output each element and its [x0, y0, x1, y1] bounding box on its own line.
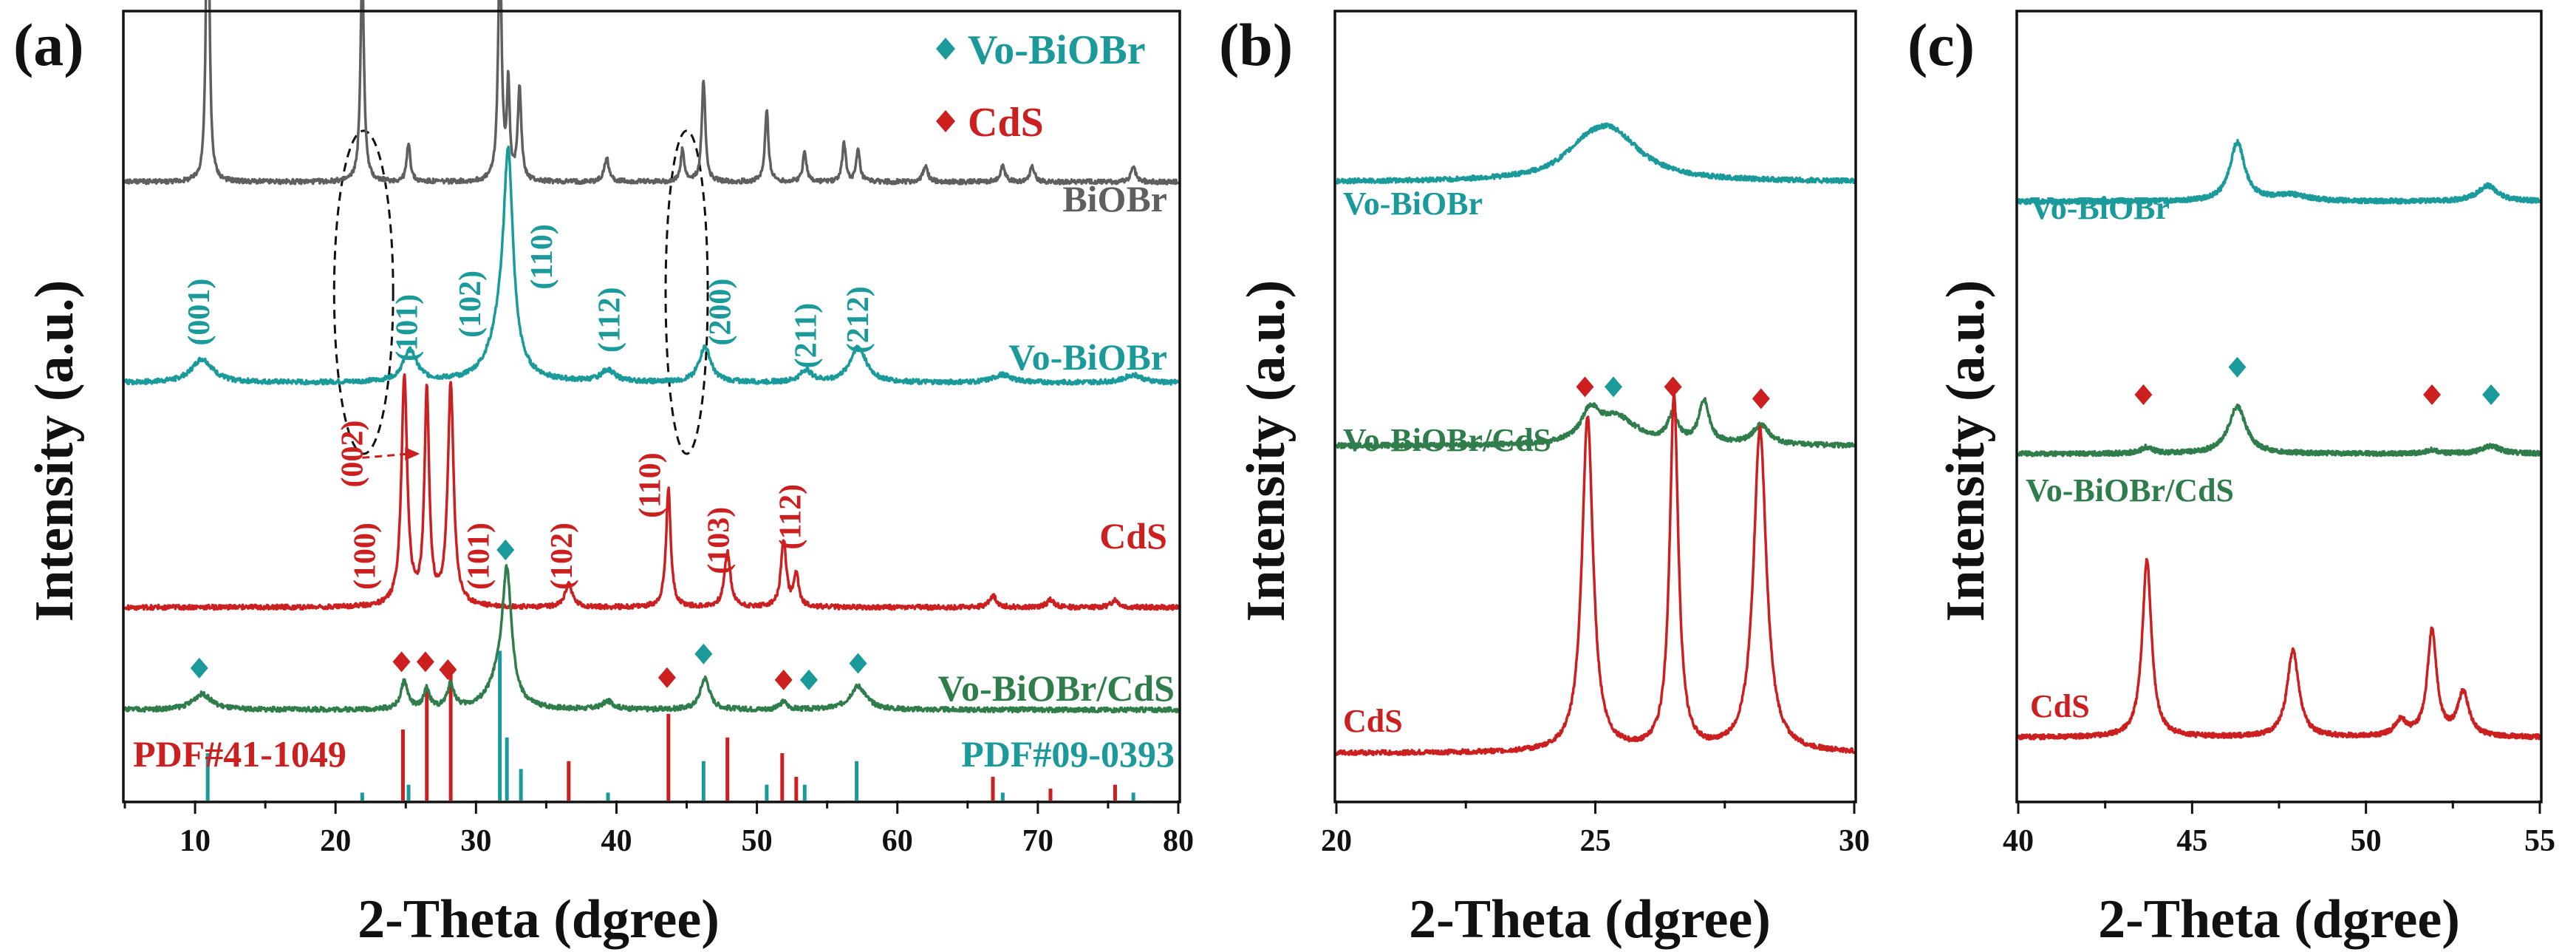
phase-marker-teal [496, 540, 515, 561]
label-pdf-41-1049: PDF#41-1049 [133, 733, 346, 775]
label-vo-biobr-cds: Vo-BiOBr/CdS [938, 667, 1175, 709]
legend-label-cds: CdS [968, 100, 1044, 146]
phase-marker-teal [849, 653, 867, 674]
hkl-label: (110) [525, 224, 559, 290]
panel-c-frame [2015, 10, 2543, 803]
hkl-label: (103) [703, 507, 737, 574]
panel-a-xlabel: 2-Theta (dgree) [358, 889, 720, 950]
phase-marker-red [657, 667, 676, 688]
phase-marker-red [1576, 376, 1594, 398]
phase-marker-teal [694, 643, 713, 664]
curve-vo-biobr-cds [124, 564, 1179, 714]
phase-marker-red [2134, 384, 2153, 406]
panel-c-xlabel: 2-Theta (dgree) [2098, 889, 2460, 950]
x-tick-label: 60 [882, 823, 913, 858]
phase-marker-teal [799, 669, 818, 690]
label-b-vo-biobr-cds: Vo-BiOBr/CdS [1343, 422, 1551, 458]
phase-marker-red [2423, 384, 2442, 406]
x-tick-label: 40 [601, 823, 632, 858]
panel-b-xlabel: 2-Theta (dgree) [1409, 889, 1771, 950]
dashed-ellipse-1 [332, 129, 394, 455]
panel-a-label: (a) [13, 11, 84, 78]
phase-marker-red [392, 651, 411, 673]
phase-marker-red [439, 659, 457, 681]
x-tick-label: 25 [1579, 823, 1610, 858]
curve-vo-biobr [123, 145, 1180, 386]
hkl-label: (001) [182, 279, 216, 346]
panel-b-ylabel: Intensity (a.u.) [1236, 280, 1296, 622]
phase-marker-red [416, 651, 434, 673]
legend-diamond-cds [936, 110, 955, 132]
hkl-label: (002) [335, 420, 369, 487]
arrow-head [405, 446, 420, 460]
curve-vo-biobr-cds [2017, 404, 2541, 458]
hkl-label: (102) [545, 523, 579, 590]
hkl-label: (112) [592, 287, 626, 353]
hkl-label: (200) [704, 279, 738, 346]
label-b-vo-biobr: Vo-BiOBr [1343, 186, 1483, 222]
panel-c-plot [2017, 139, 2541, 741]
phase-marker-teal [2482, 384, 2501, 406]
curve-vo-biobr [1335, 122, 1856, 185]
panel-c-ylabel: Intensity (a.u.) [1936, 280, 1996, 622]
curve-vo-biobr [2017, 139, 2541, 205]
label-cds: CdS [1099, 515, 1167, 557]
x-tick-label: 50 [2351, 823, 2382, 858]
x-tick-label: 30 [1839, 823, 1870, 858]
hkl-label: (211) [790, 303, 824, 369]
label-c-cds: CdS [2030, 688, 2090, 724]
panel-c-label: (c) [1907, 11, 1975, 78]
label-pdf-09-0393: PDF#09-0393 [961, 733, 1175, 775]
curve-vo-biobr-cds [1335, 397, 1856, 449]
x-tick-label: 10 [180, 823, 211, 858]
label-c-vo-biobr: Vo-BiOBr [2030, 190, 2170, 226]
x-tick-label: 80 [1163, 823, 1194, 858]
panel-b-plot [1335, 122, 1856, 757]
panel-c: (c) Intensity (a.u.) 2-Theta (dgree) 40 4… [1907, 10, 2555, 950]
hkl-label: (112) [774, 484, 808, 550]
hkl-label: (101) [391, 294, 425, 361]
panel-a-plot: (001) (101) (102) (110) (112) (200) (211) (212)… [123, 0, 1180, 800]
x-tick-label: 40 [2003, 823, 2034, 858]
panel-a: (a) Intensity (a.u.) 2-Theta (dgree) (00… [13, 0, 1194, 950]
phase-marker-red [1752, 388, 1770, 409]
dashed-ellipse-2 [664, 129, 709, 455]
panel-c-x-ticks: 40 45 50 55 [2003, 800, 2555, 858]
phase-marker-red [1664, 376, 1682, 398]
phase-marker-teal [190, 657, 208, 679]
x-tick-label: 45 [2176, 823, 2207, 858]
x-tick-label: 55 [2524, 823, 2555, 858]
panel-b: (b) Intensity (a.u.) 2-Theta (dgree) 20 2… [1219, 10, 1870, 950]
phase-marker-red [774, 669, 793, 690]
panel-a-frame [122, 10, 1181, 803]
x-tick-label: 20 [320, 823, 351, 858]
x-tick-label: 50 [742, 823, 773, 858]
label-vo-biobr: Vo-BiOBr [1008, 336, 1167, 378]
label-b-cds: CdS [1343, 703, 1403, 739]
curve-biobr [123, 0, 1180, 186]
panel-b-label: (b) [1219, 11, 1293, 78]
label-biobr: BiOBr [1062, 178, 1167, 220]
panel-a-x-ticks: 10 20 30 40 50 60 70 80 [123, 800, 1194, 858]
phase-marker-teal [2228, 356, 2247, 378]
panel-a-ylabel: Intensity (a.u.) [24, 280, 85, 622]
hkl-label: (102) [454, 271, 488, 338]
hkl-label: (100) [349, 523, 383, 590]
x-tick-label: 30 [460, 823, 491, 858]
hkl-label: (212) [841, 286, 875, 353]
curve-cds [1335, 390, 1856, 757]
legend-diamond-vo-biobr [936, 38, 955, 60]
curve-cds [123, 373, 1180, 611]
label-c-vo-biobr-cds: Vo-BiOBr/CdS [2026, 472, 2234, 509]
curve-cds [2017, 557, 2541, 741]
hkl-label: (110) [634, 452, 668, 518]
phase-marker-teal [1605, 376, 1623, 398]
legend-label-vo-biobr: Vo-BiOBr [968, 27, 1146, 73]
hkl-label: (101) [462, 523, 496, 590]
panel-b-x-ticks: 20 25 30 [1321, 800, 1870, 858]
x-tick-label: 70 [1022, 823, 1053, 858]
x-tick-label: 20 [1321, 823, 1352, 858]
